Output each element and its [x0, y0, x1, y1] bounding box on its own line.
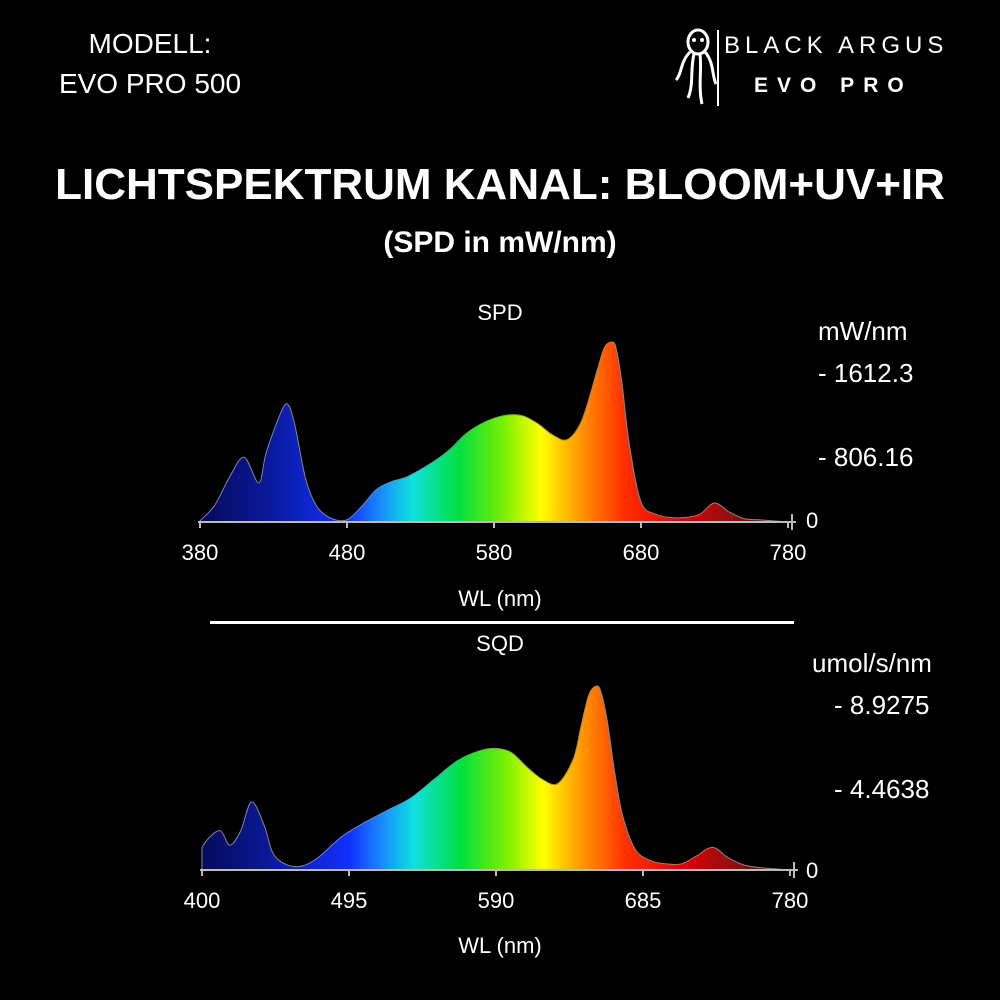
chart-divider — [210, 621, 794, 624]
spd-y-unit: mW/nm — [818, 316, 908, 346]
spectrum-area — [201, 685, 791, 871]
model-label: MODELL: — [88, 28, 212, 59]
x-tick-label: 590 — [478, 888, 515, 913]
spd-y-tick-max: - 1612.3 — [818, 358, 914, 388]
x-tick-label: 680 — [623, 540, 660, 565]
spd-y-tick-zero: 0 — [806, 508, 819, 533]
model-info: MODELL: EVO PRO 500 — [40, 24, 260, 104]
x-tick-label: 400 — [184, 888, 221, 913]
x-tick-label: 495 — [331, 888, 368, 913]
sqd-x-axis-label: WL (nm) — [458, 933, 542, 958]
x-tick-label: 380 — [182, 540, 219, 565]
brand-name: BLACK ARGUS — [724, 32, 949, 59]
spd-chart: 380 480 580 680 780 — [182, 341, 807, 565]
sqd-chart: 400 495 590 685 780 — [184, 685, 809, 913]
sqd-y-tick-zero: 0 — [806, 858, 819, 883]
x-tick-label: 780 — [770, 540, 807, 565]
page-subtitle: (SPD in mW/nm) — [383, 226, 617, 259]
spd-x-axis-label: WL (nm) — [458, 586, 542, 611]
sqd-y-unit: umol/s/nm — [812, 648, 932, 678]
page-title: LICHTSPEKTRUM KANAL: BLOOM+UV+IR — [55, 160, 945, 209]
x-tick-label: 685 — [625, 888, 662, 913]
spd-chart-title: SPD — [477, 300, 523, 325]
sqd-chart-title: SQD — [476, 631, 524, 656]
x-tick-label: 580 — [476, 540, 513, 565]
sqd-y-tick-max: - 8.9275 — [834, 690, 930, 720]
model-name: EVO PRO 500 — [58, 68, 242, 99]
spectrum-area — [199, 341, 789, 523]
brand-logo-block: BLACK ARGUS EVO PRO — [668, 24, 968, 108]
spd-y-tick-mid: - 806.16 — [818, 442, 914, 472]
sqd-y-tick-mid: - 4.4638 — [834, 774, 930, 804]
octopus-logo-icon — [674, 28, 719, 106]
x-tick-label: 780 — [772, 888, 809, 913]
x-tick-label: 480 — [329, 540, 366, 565]
brand-subname: EVO PRO — [754, 74, 913, 97]
